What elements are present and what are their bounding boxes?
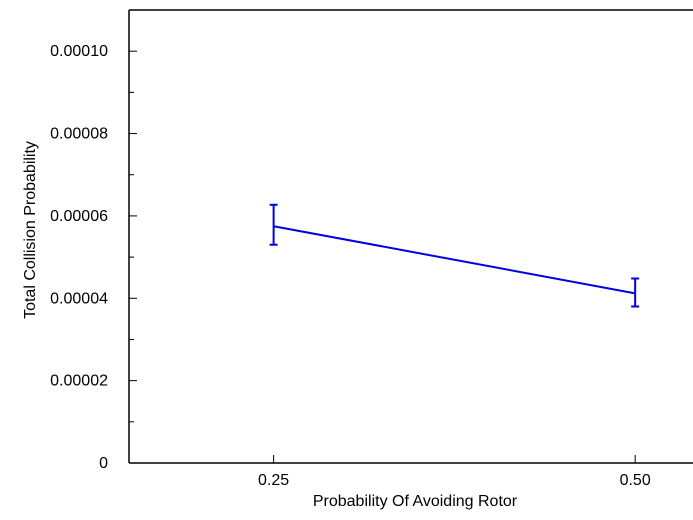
plot-frame xyxy=(128,9,693,464)
y-axis-label: Total Collision Probability xyxy=(22,141,39,319)
y-tick-label: 0.00002 xyxy=(50,373,108,390)
y-tick-label: 0.00006 xyxy=(50,208,108,225)
series-group xyxy=(269,203,640,308)
y-tick-label: 0.00004 xyxy=(50,290,108,307)
x-axis-label: Probability Of Avoiding Rotor xyxy=(313,493,518,510)
y-axis-ticks: 0 0.00002 0.00004 0.00006 0.00008 0.00010 xyxy=(50,9,137,472)
x-tick-label: 0.25 xyxy=(258,472,289,489)
series-line xyxy=(273,225,636,295)
x-tick-label: 0.50 xyxy=(620,472,651,489)
y-tick-label: 0.00008 xyxy=(50,126,108,143)
x-axis-ticks: 0.25 0.50 xyxy=(258,455,651,489)
y-tick-label: 0.00010 xyxy=(50,43,108,60)
y-tick-label: 0 xyxy=(99,455,108,472)
